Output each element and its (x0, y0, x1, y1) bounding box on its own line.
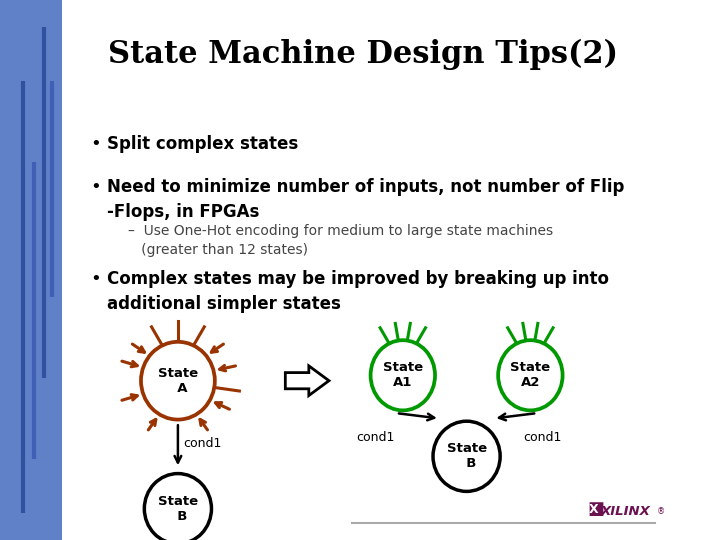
Text: •: • (91, 178, 102, 196)
Text: cond1: cond1 (356, 431, 394, 444)
Ellipse shape (144, 474, 212, 540)
Text: XILINX: XILINX (601, 505, 651, 518)
Text: cond1: cond1 (523, 431, 562, 444)
Ellipse shape (141, 342, 215, 420)
Ellipse shape (433, 421, 500, 491)
Text: •: • (91, 270, 102, 288)
Text: State
  B: State B (446, 442, 487, 470)
Bar (0, 0, 63, 540)
Text: X: X (589, 503, 598, 516)
Bar (0, 0, 63, 540)
FancyArrow shape (285, 366, 329, 395)
Text: State
A1: State A1 (383, 361, 423, 389)
Text: Split complex states: Split complex states (107, 135, 299, 153)
Text: Need to minimize number of inputs, not number of Flip
-Flops, in FPGAs: Need to minimize number of inputs, not n… (107, 178, 625, 221)
Text: Complex states may be improved by breaking up into
additional simpler states: Complex states may be improved by breaki… (107, 270, 609, 313)
Ellipse shape (498, 340, 562, 410)
Text: State
  B: State B (158, 495, 198, 523)
Text: State
  A: State A (158, 367, 198, 395)
Text: –  Use One-Hot encoding for medium to large state machines
   (greater than 12 s: – Use One-Hot encoding for medium to lar… (127, 224, 553, 257)
Text: State Machine Design Tips(2): State Machine Design Tips(2) (107, 38, 618, 70)
Text: ®: ® (657, 507, 665, 516)
Ellipse shape (371, 340, 435, 410)
Text: •: • (91, 135, 102, 153)
Text: State
A2: State A2 (510, 361, 550, 389)
Text: cond1: cond1 (184, 437, 222, 450)
Text: ■: ■ (588, 501, 604, 518)
